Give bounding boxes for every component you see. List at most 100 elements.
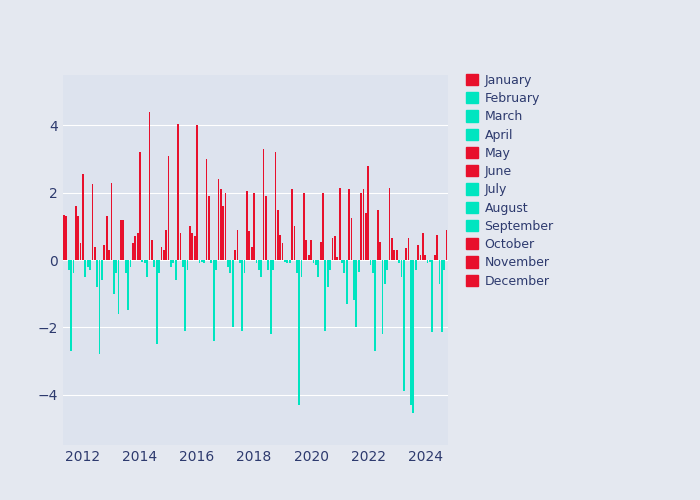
Bar	[239, 260, 241, 264]
Bar	[92, 184, 93, 260]
Bar	[368, 166, 369, 260]
Bar	[422, 233, 423, 260]
Bar	[391, 238, 393, 260]
Bar	[272, 260, 274, 270]
Bar	[97, 260, 98, 287]
Bar	[286, 260, 288, 264]
Bar	[325, 260, 326, 330]
Bar	[61, 260, 62, 264]
Bar	[332, 238, 333, 260]
Bar	[419, 255, 421, 260]
Bar	[415, 260, 416, 270]
Bar	[358, 260, 360, 272]
Bar	[94, 246, 96, 260]
Bar	[218, 180, 219, 260]
Bar	[158, 260, 160, 274]
Bar	[187, 260, 188, 270]
Bar	[393, 250, 395, 260]
Bar	[172, 260, 174, 264]
Bar	[320, 242, 321, 260]
Bar	[253, 192, 255, 260]
Bar	[80, 243, 81, 260]
Bar	[68, 260, 69, 270]
Bar	[223, 206, 224, 260]
Bar	[351, 218, 352, 260]
Bar	[160, 246, 162, 260]
Bar	[322, 192, 324, 260]
Bar	[403, 260, 405, 391]
Bar	[116, 260, 117, 274]
Bar	[260, 260, 262, 277]
Bar	[56, 260, 57, 264]
Bar	[75, 206, 77, 260]
Bar	[389, 188, 391, 260]
Bar	[301, 260, 302, 277]
Bar	[230, 260, 231, 274]
Bar	[177, 124, 179, 260]
Bar	[211, 260, 212, 264]
Bar	[244, 260, 246, 274]
Bar	[395, 250, 398, 260]
Bar	[73, 260, 74, 274]
Bar	[122, 220, 124, 260]
Bar	[310, 240, 312, 260]
Bar	[274, 152, 277, 260]
Bar	[334, 236, 336, 260]
Bar	[374, 260, 376, 351]
Bar	[436, 235, 438, 260]
Bar	[443, 260, 445, 270]
Bar	[101, 260, 103, 280]
Bar	[234, 250, 236, 260]
Bar	[113, 260, 115, 294]
Bar	[136, 233, 139, 260]
Bar	[327, 260, 328, 287]
Bar	[156, 260, 158, 344]
Bar	[248, 232, 250, 260]
Bar	[277, 210, 279, 260]
Legend: January, February, March, April, May, June, July, August, September, October, No: January, February, March, April, May, Ju…	[466, 74, 554, 288]
Bar	[407, 238, 410, 260]
Bar	[77, 216, 79, 260]
Bar	[305, 240, 307, 260]
Bar	[256, 260, 258, 264]
Bar	[225, 192, 226, 260]
Bar	[384, 260, 386, 283]
Bar	[70, 260, 72, 351]
Bar	[429, 260, 430, 262]
Bar	[58, 260, 60, 264]
Bar	[120, 220, 122, 260]
Bar	[293, 226, 295, 260]
Bar	[353, 260, 355, 300]
Bar	[258, 260, 260, 270]
Bar	[141, 260, 144, 262]
Bar	[206, 159, 207, 260]
Bar	[448, 258, 450, 260]
Bar	[148, 112, 150, 260]
Bar	[360, 192, 362, 260]
Bar	[54, 159, 55, 260]
Bar	[410, 260, 412, 404]
Bar	[427, 260, 428, 264]
Bar	[315, 260, 316, 265]
Bar	[379, 242, 381, 260]
Bar	[424, 255, 426, 260]
Bar	[412, 260, 414, 413]
Bar	[284, 260, 286, 262]
Bar	[89, 260, 91, 270]
Bar	[130, 260, 132, 266]
Bar	[417, 245, 419, 260]
Bar	[317, 260, 319, 277]
Bar	[144, 260, 146, 264]
Bar	[281, 243, 284, 260]
Bar	[111, 182, 113, 260]
Bar	[382, 260, 384, 334]
Bar	[163, 250, 164, 260]
Bar	[341, 260, 343, 264]
Bar	[139, 152, 141, 260]
Bar	[329, 260, 331, 270]
Bar	[220, 190, 222, 260]
Bar	[108, 250, 110, 260]
Bar	[434, 255, 435, 260]
Bar	[184, 260, 186, 330]
Bar	[127, 260, 129, 310]
